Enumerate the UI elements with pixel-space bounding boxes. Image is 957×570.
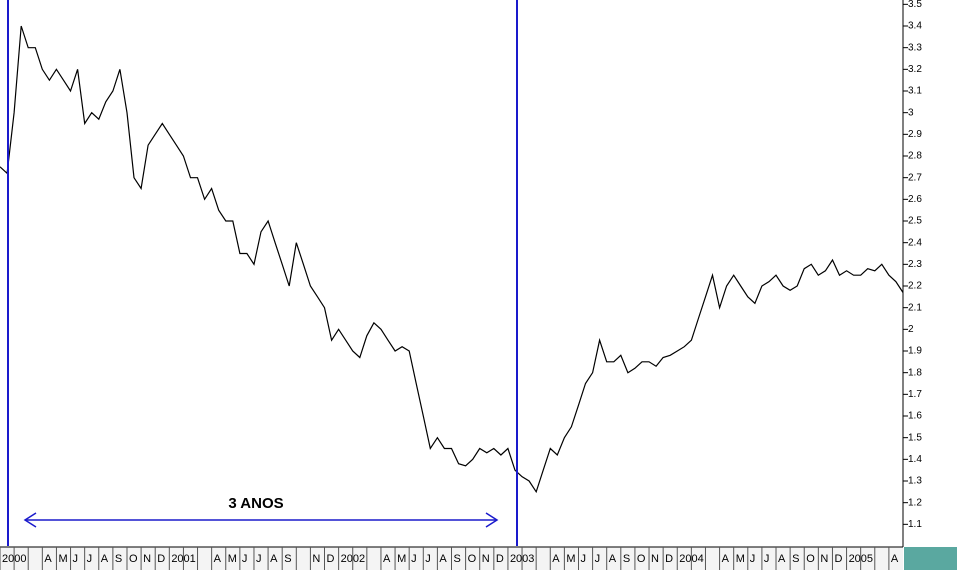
y-tick-label: 2.4 — [908, 237, 922, 248]
x-tick-label: A — [101, 553, 109, 565]
y-tick-label: 2.1 — [908, 302, 922, 313]
annotation: 3 ANOS — [228, 495, 283, 512]
x-tick-label: S — [454, 553, 461, 565]
x-tick-label: J — [411, 553, 417, 565]
y-tick-label: 1.1 — [908, 519, 922, 530]
x-tick-label: A — [214, 553, 222, 565]
x-tick-label: J — [750, 553, 756, 565]
x-tick-label: M — [397, 553, 406, 565]
marks: 1.1 1.2 1.3 1.4 1.5 1.6 1.7 1.8 1.9 2 2.1 2.2 2.3 2.4… — [0, 0, 922, 570]
span-arrow — [23, 512, 499, 528]
corner-box — [904, 547, 957, 570]
x-tick-label: A — [383, 553, 391, 565]
x-tick-label: A — [270, 553, 278, 565]
y-tick-label: 2.3 — [908, 259, 922, 270]
x-tick-label: S — [284, 553, 291, 565]
price-line — [0, 25, 904, 494]
y-tick-label: 2.7 — [908, 172, 922, 183]
y-tick-label: 3 — [908, 107, 914, 118]
y-tick-label: 1.7 — [908, 389, 922, 400]
y-tick-label: 1.4 — [908, 454, 922, 465]
x-tick-label: A — [552, 553, 560, 565]
x-tick-label: M — [228, 553, 237, 565]
x-tick-label: D — [834, 553, 842, 565]
x-tick-label: J — [580, 553, 586, 565]
x-tick-label: J — [242, 553, 248, 565]
x-tick-label: A — [778, 553, 786, 565]
y-tick-label: 3.1 — [908, 86, 922, 97]
y-tick-label: 2.8 — [908, 151, 922, 162]
x-tick-label: A — [44, 553, 52, 565]
x-tick-label: J — [595, 553, 601, 565]
x-tick-label: A — [439, 553, 447, 565]
x-tick-label: N — [143, 553, 151, 565]
x-tick-label: J — [256, 553, 262, 565]
x-tick-label: M — [736, 553, 745, 565]
y-tick-label: 2.5 — [908, 216, 922, 227]
y-tick-label: 1.8 — [908, 367, 922, 378]
y-tick-label: 1.5 — [908, 432, 922, 443]
x-tick-label: A — [722, 553, 730, 565]
y-tick-label: 3.4 — [908, 21, 922, 32]
x-tick-label: D — [157, 553, 165, 565]
x-tick-label: D — [496, 553, 504, 565]
y-tick-label: 3.2 — [908, 64, 922, 75]
x-tick-label: O — [806, 553, 815, 565]
y-tick-label: 3.3 — [908, 42, 922, 53]
x-tick-label: J — [764, 553, 770, 565]
y-tick-label: 1.9 — [908, 346, 922, 357]
y-tick-label: 1.6 — [908, 411, 922, 422]
x-tick-label: O — [468, 553, 477, 565]
x-tick-label: D — [665, 553, 673, 565]
x-tick-label: A — [609, 553, 617, 565]
y-tick-label: 3.5 — [908, 0, 922, 10]
x-tick-label: M — [566, 553, 575, 565]
x-tick-label: N — [820, 553, 828, 565]
x-tick-label: A — [891, 553, 899, 565]
y-tick-label: 2.2 — [908, 281, 922, 292]
x-tick-label: S — [792, 553, 799, 565]
x-tick-label: J — [73, 553, 79, 565]
x-tick-label: J — [87, 553, 93, 565]
x-tick-label: O — [637, 553, 646, 565]
x-tick-label: D — [327, 553, 335, 565]
x-tick-label: N — [312, 553, 320, 565]
x-tick-label: N — [482, 553, 490, 565]
y-tick-label: 2.9 — [908, 129, 922, 140]
x-tick-label: O — [129, 553, 138, 565]
x-tick-label: S — [115, 553, 122, 565]
x-tick-label: J — [425, 553, 431, 565]
x-tick-label: N — [651, 553, 659, 565]
y-tick-label: 1.3 — [908, 476, 922, 487]
x-tick-label: M — [58, 553, 67, 565]
y-tick-label: 2 — [908, 324, 914, 335]
y-tick-label: 1.2 — [908, 497, 922, 508]
y-tick-label: 2.6 — [908, 194, 922, 205]
x-tick-label: S — [623, 553, 630, 565]
